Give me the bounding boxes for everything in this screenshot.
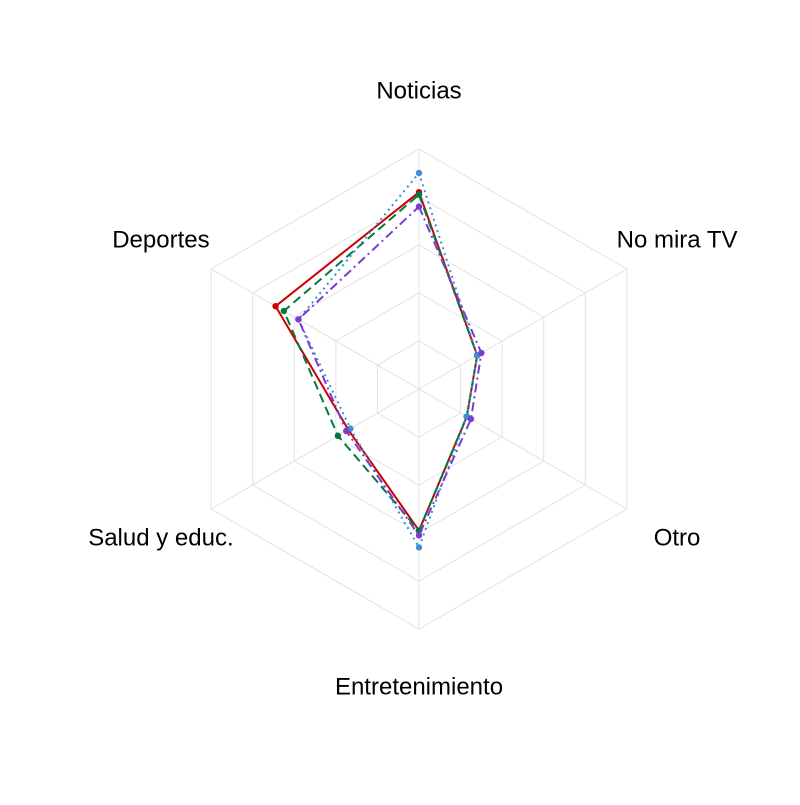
data-point-entretenimiento <box>415 532 423 539</box>
axis-label-deportes: Deportes <box>112 227 209 254</box>
axis-label-otro: Otro <box>654 525 701 552</box>
axis-label-no-mira-tv: No mira TV <box>617 227 738 254</box>
series-4 <box>295 203 485 539</box>
data-point-noticias <box>415 203 423 210</box>
series-line <box>297 205 483 537</box>
grid-spoke <box>418 268 628 390</box>
grid-spoke <box>418 388 628 510</box>
data-point-deportes <box>295 316 302 323</box>
radar-grid <box>210 148 628 630</box>
data-point-noticias <box>415 191 423 198</box>
axis-label-noticias: Noticias <box>376 78 461 105</box>
axis-label-entretenimiento: Entretenimiento <box>335 674 503 701</box>
data-point-noticias <box>415 169 423 177</box>
grid-spoke <box>210 268 420 390</box>
data-point-deportes <box>280 307 288 315</box>
grid-spoke <box>210 388 420 510</box>
radar-series <box>272 169 485 551</box>
data-point-no-mira-tv <box>478 349 485 357</box>
data-point-salud-y-educ <box>334 432 342 439</box>
data-point-deportes <box>272 303 279 310</box>
data-point-entretenimiento <box>415 544 423 551</box>
axis-labels: Noticias No mira TV Otro Entretenimiento Sal… <box>88 78 737 701</box>
axis-label-salud-y-educ: Salud y educ. <box>88 525 233 552</box>
data-point-salud-y-educ <box>343 427 350 435</box>
data-point-otro <box>467 415 475 423</box>
